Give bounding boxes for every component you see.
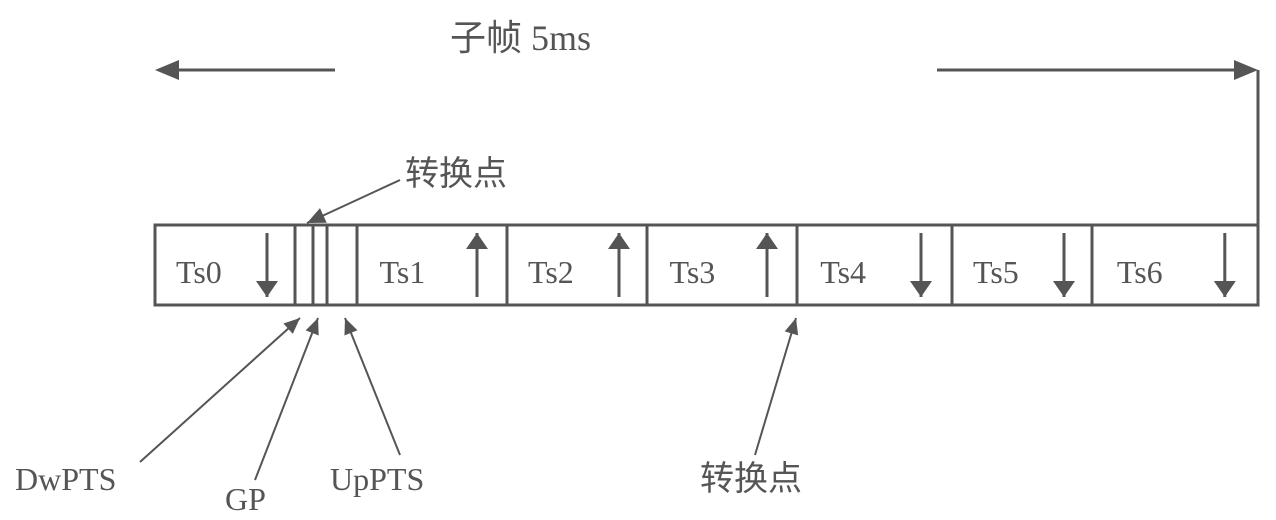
pointer-line-gp [255, 318, 318, 480]
frame-label: 子帧 5ms [450, 18, 591, 58]
pointer-arrow-gp [306, 318, 319, 335]
span-arrow-right [1234, 60, 1258, 80]
slot-label-ts2: Ts2 [528, 254, 574, 290]
slot-arrow-head [756, 233, 778, 249]
pointer-arrow-switch2 [785, 318, 798, 335]
slot-arrow-head [608, 233, 630, 249]
pointer-label-uppts: UpPTS [330, 461, 424, 497]
slot-label-ts6: Ts6 [1117, 254, 1163, 290]
pointer-line-switch2 [755, 318, 796, 455]
pointer-line-dwpts [140, 318, 300, 462]
switch-point-top-label: 转换点 [405, 155, 507, 193]
slot-arrow-head [910, 281, 932, 297]
slot-label-ts3: Ts3 [670, 254, 716, 290]
slot-arrow-head [256, 281, 278, 297]
pointer-label-dwpts: DwPTS [15, 461, 116, 497]
slot-label-ts4: Ts4 [820, 254, 866, 290]
slot-arrow-head [1053, 281, 1075, 297]
pointer-arrow-uppts [344, 318, 357, 335]
slot-label-ts0: Ts0 [176, 254, 222, 290]
pointer-label-switch2: 转换点 [700, 460, 802, 498]
pointer-label-gp: GP [225, 481, 266, 517]
slot-label-ts5: Ts5 [973, 254, 1019, 290]
span-arrow-left [155, 60, 179, 80]
pointer-line-uppts [345, 318, 400, 455]
slot-label-ts1: Ts1 [380, 254, 426, 290]
slot-arrow-head [1214, 281, 1236, 297]
slot-arrow-head [466, 233, 488, 249]
